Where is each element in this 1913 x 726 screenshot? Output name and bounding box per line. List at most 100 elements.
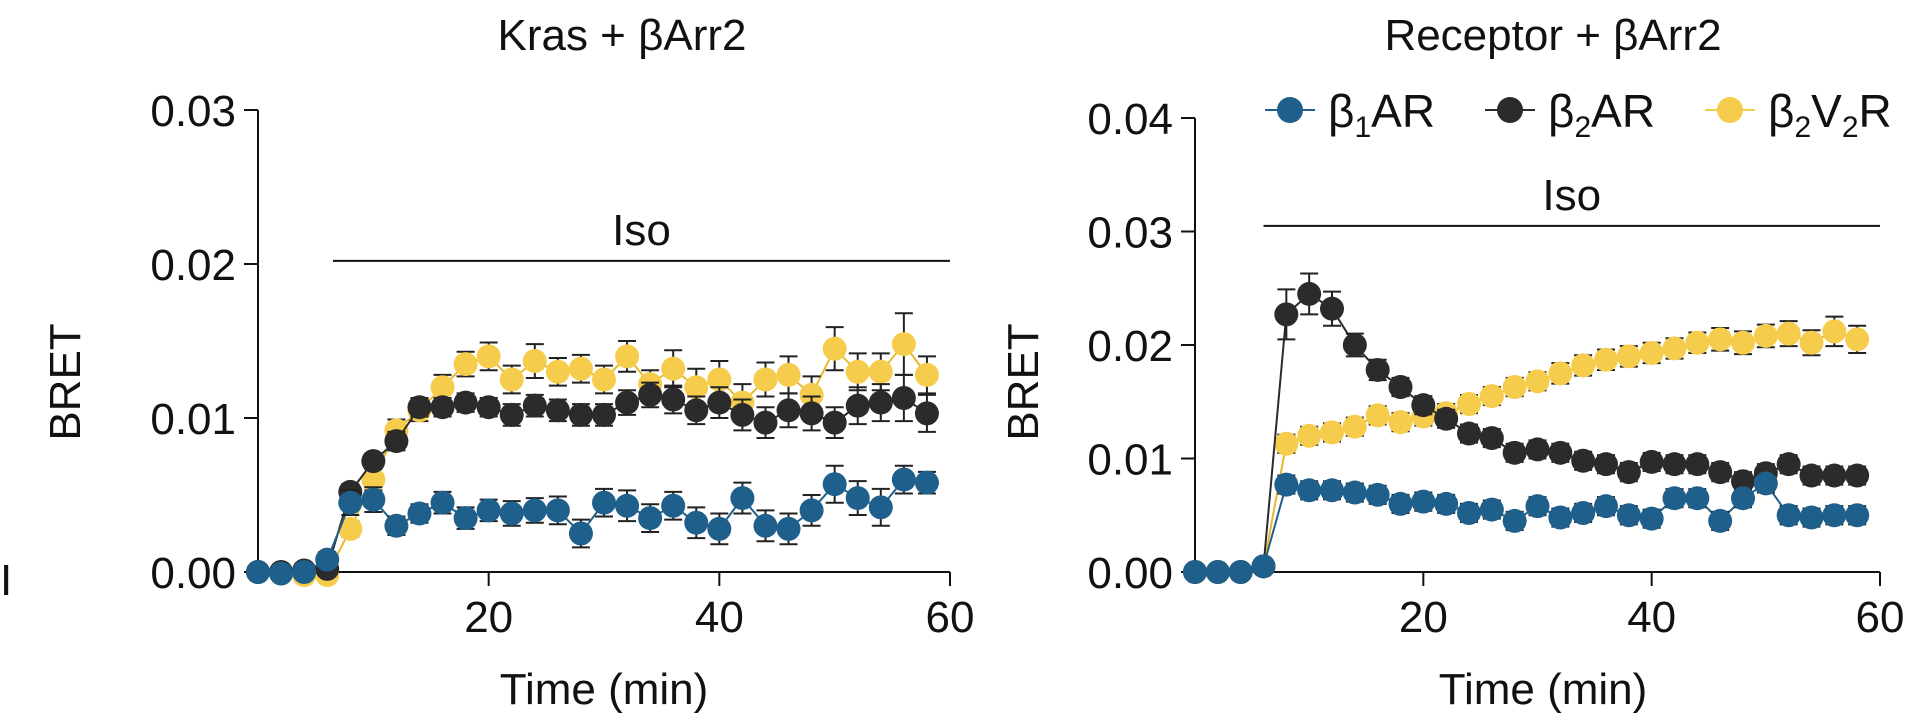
y-axis-label: BRET [999, 323, 1048, 440]
data-point [1708, 508, 1733, 533]
series-line [1195, 482, 1858, 573]
data-point [1708, 327, 1733, 352]
data-point [568, 356, 593, 381]
data-point [592, 490, 616, 515]
data-point [1502, 440, 1527, 465]
data-point [799, 498, 824, 523]
data-point [407, 501, 432, 526]
legend: β1AR β2AR β2V2R [1265, 85, 1892, 144]
data-point [1228, 560, 1253, 584]
data-point [338, 490, 363, 515]
data-point [1799, 505, 1824, 530]
data-point [684, 375, 709, 400]
data-point [1731, 330, 1755, 355]
data-point [1388, 491, 1413, 516]
data-point [545, 359, 570, 384]
series-1 [246, 373, 939, 584]
y-tick-label: 0.03 [1087, 209, 1173, 258]
y-tick-label: 0.01 [1087, 436, 1173, 485]
data-point [1342, 333, 1367, 357]
data-point [1365, 482, 1390, 507]
data-point [1434, 491, 1459, 516]
legend-label: β2AR [1548, 85, 1655, 144]
data-point [246, 560, 270, 584]
data-point [1685, 452, 1710, 477]
data-point [845, 486, 870, 511]
data-point [1799, 330, 1824, 355]
data-point [568, 402, 593, 427]
data-point [1457, 421, 1481, 446]
data-point [1685, 330, 1710, 355]
data-point [453, 506, 478, 531]
data-point [1731, 486, 1755, 511]
chart-title: Kras + βArr2 [497, 11, 746, 60]
data-point [1274, 302, 1299, 327]
data-point [1639, 449, 1664, 474]
data-point [1708, 460, 1733, 485]
data-point [269, 561, 294, 586]
data-point [1388, 410, 1413, 435]
y-tick-label: 0.04 [1087, 95, 1173, 144]
data-point [1479, 384, 1504, 409]
data-point [868, 495, 893, 520]
x-tick-label: 60 [1856, 593, 1905, 642]
data-point [1753, 471, 1778, 496]
data-point [1342, 414, 1367, 439]
data-point [1365, 403, 1390, 428]
data-point [1548, 361, 1573, 386]
data-point [1320, 296, 1344, 321]
data-point [914, 470, 939, 495]
legend-item-b1ar: β1AR [1265, 85, 1435, 144]
data-point [1594, 452, 1618, 477]
data-point [1502, 374, 1527, 399]
data-point [845, 359, 870, 384]
data-point [1365, 357, 1390, 382]
data-point [776, 362, 801, 387]
data-point [822, 472, 847, 497]
data-point [753, 367, 778, 392]
data-point [430, 490, 455, 515]
y-axis-label: BRET [41, 323, 90, 440]
data-point [1571, 500, 1596, 525]
data-point [1548, 440, 1573, 465]
data-point [1297, 478, 1322, 503]
data-point [453, 390, 478, 415]
data-point [891, 332, 916, 357]
iso-label: Iso [1542, 171, 1601, 220]
x-axis-label: Time (min) [500, 665, 709, 714]
data-point [1616, 344, 1641, 369]
data-point [430, 395, 455, 420]
data-point [1274, 472, 1299, 497]
data-point [476, 344, 501, 369]
data-point [1571, 448, 1596, 473]
data-point [822, 336, 847, 361]
data-point [1639, 506, 1664, 531]
data-point [545, 398, 570, 423]
data-point [568, 521, 593, 546]
data-point [407, 395, 432, 420]
data-point [730, 402, 755, 427]
data-point [753, 513, 778, 538]
data-point [522, 349, 547, 374]
data-point [1731, 469, 1755, 494]
legend-label: β2V2R [1768, 85, 1892, 144]
data-point [638, 506, 663, 531]
data-point [1662, 452, 1687, 477]
legend-marker [1717, 97, 1743, 123]
data-point [822, 410, 847, 435]
data-point [868, 390, 893, 415]
data-point [615, 344, 640, 369]
data-point [1822, 319, 1847, 344]
data-point [1297, 281, 1322, 306]
x-tick-label: 40 [1627, 593, 1676, 642]
data-point [707, 367, 732, 392]
data-point [730, 486, 755, 511]
legend-label: β1AR [1328, 85, 1435, 144]
data-point [1594, 494, 1618, 519]
x-tick-label: 20 [464, 593, 513, 642]
data-point [684, 398, 709, 423]
data-point [1274, 431, 1299, 456]
series-0 [1183, 315, 1870, 584]
data-point [592, 402, 616, 427]
data-point [315, 547, 340, 572]
